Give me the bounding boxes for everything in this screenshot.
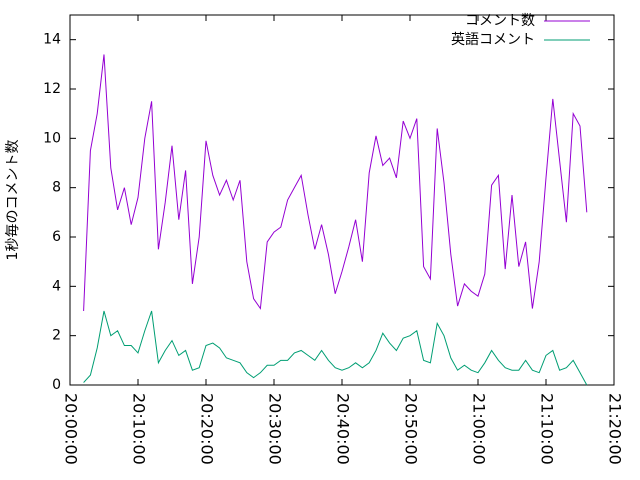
x-tick-label: 20:10:00 — [130, 393, 149, 465]
legend-label: 英語コメント — [451, 31, 535, 48]
y-tick-label: 14 — [43, 32, 61, 48]
y-tick-label: 8 — [52, 180, 61, 196]
legend-label: コメント数 — [465, 13, 535, 29]
plot-border — [69, 14, 615, 386]
series-line — [83, 310, 588, 386]
x-tick-label: 21:20:00 — [606, 393, 625, 465]
x-tick-label: 20:00:00 — [62, 393, 81, 465]
x-tick-label: 20:20:00 — [198, 393, 217, 465]
x-tick-label: 20:40:00 — [334, 393, 353, 465]
y-axis-label: 1秒毎のコメント数 — [5, 140, 21, 261]
y-tick-label: 6 — [52, 229, 61, 245]
y-tick-label: 12 — [43, 81, 61, 97]
y-tick-label: 4 — [52, 278, 61, 294]
x-tick-label: 21:10:00 — [538, 393, 557, 465]
series-line — [83, 54, 588, 312]
x-tick-label: 20:50:00 — [402, 393, 421, 465]
x-tick-label: 20:30:00 — [266, 393, 285, 465]
x-tick-label: 21:00:00 — [470, 393, 489, 465]
y-tick-label: 2 — [52, 328, 61, 344]
y-tick-label: 0 — [52, 377, 61, 393]
y-tick-label: 10 — [43, 130, 61, 146]
